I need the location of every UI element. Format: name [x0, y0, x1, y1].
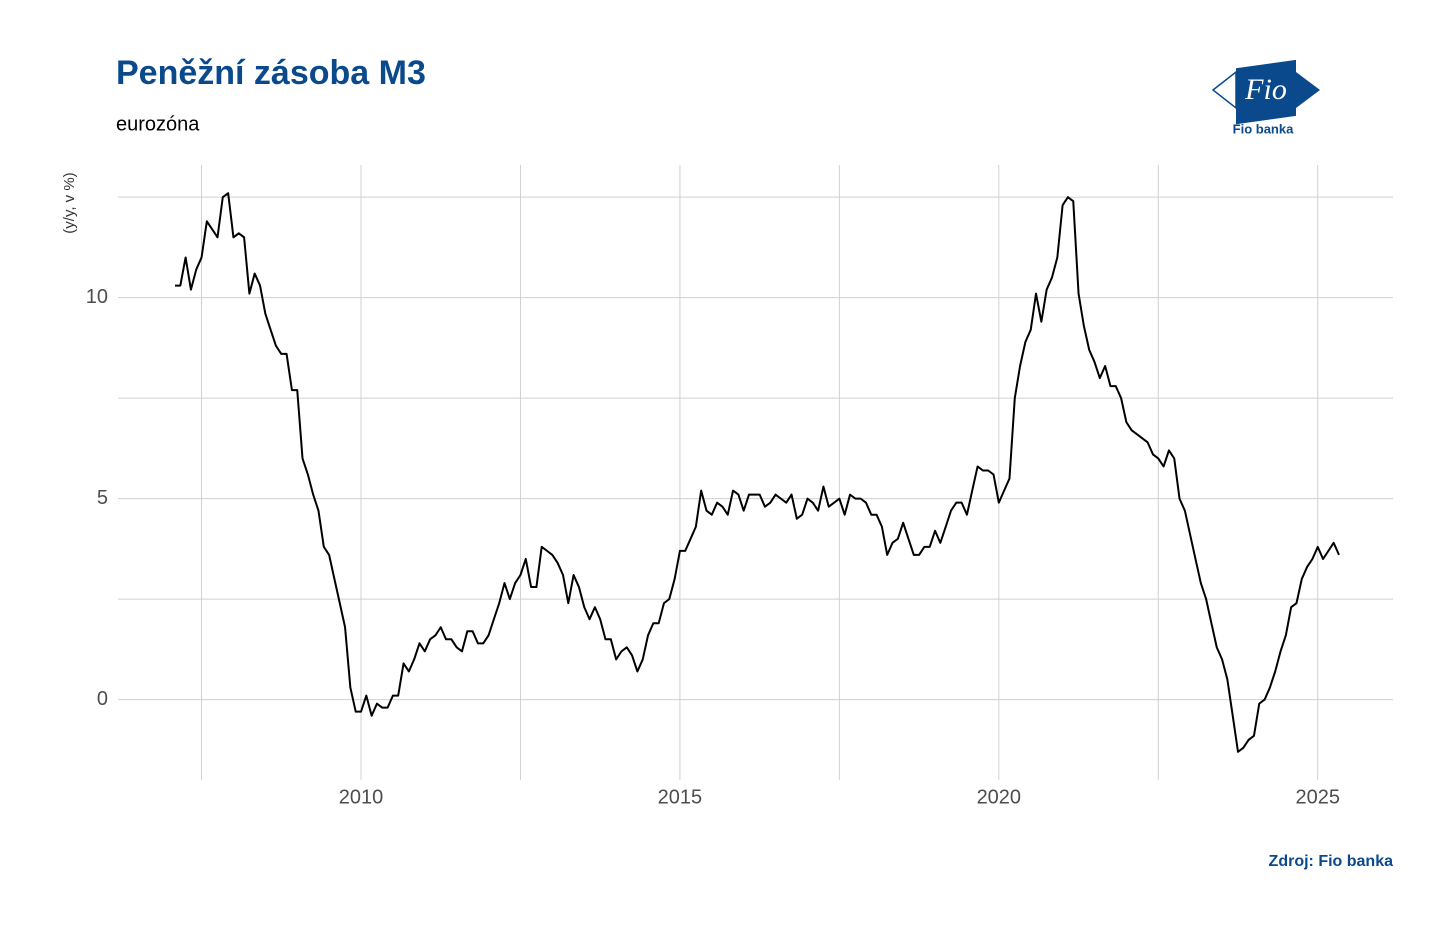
chart-subtitle: eurozóna [116, 113, 200, 135]
logo-shape [1211, 70, 1237, 110]
x-tick-label: 2015 [658, 786, 703, 808]
chart-title: Peněžní zásoba M3 [116, 54, 426, 92]
y-tick-label: 0 [97, 688, 108, 710]
x-tick-label: 2025 [1295, 786, 1340, 808]
x-tick-label: 2020 [977, 786, 1022, 808]
logo-mark: Fio [1244, 73, 1287, 106]
grid [118, 165, 1393, 780]
logo-shape [1236, 59, 1296, 125]
y-tick-label: 5 [97, 487, 108, 509]
logo-name: Fio banka [1233, 121, 1294, 136]
data-line [174, 192, 1340, 753]
y-tick-label: 10 [86, 286, 108, 308]
x-tick-label: 2010 [339, 786, 384, 808]
logo-shape [1296, 72, 1320, 108]
y-axis-label: (y/y, v %) [61, 172, 78, 233]
source: Zdroj: Fio banka [1269, 853, 1394, 870]
logo: Fio Fio banka [1211, 59, 1320, 136]
